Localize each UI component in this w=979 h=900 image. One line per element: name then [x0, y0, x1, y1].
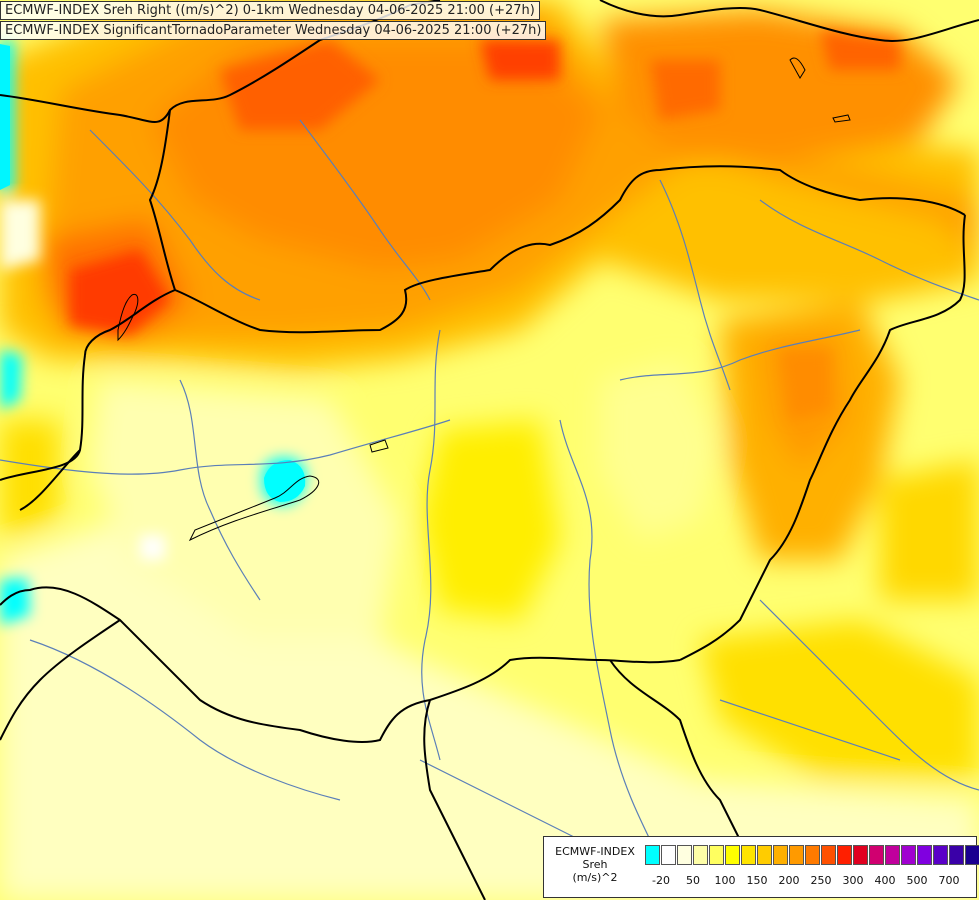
legend-unit: (m/s)^2 [572, 871, 618, 884]
legend-tick-label: 700 [938, 874, 960, 887]
legend-tick-label: 200 [778, 874, 800, 887]
lakes [117, 57, 851, 542]
legend-swatch [693, 845, 708, 865]
legend-swatch [869, 845, 884, 865]
legend-tick-label: 100 [714, 874, 736, 887]
legend-tick-label: 300 [842, 874, 864, 887]
legend-swatch [917, 845, 932, 865]
map-title-stp: ECMWF-INDEX SignificantTornadoParameter … [0, 21, 547, 40]
legend-swatch [949, 845, 964, 865]
legend-model: ECMWF-INDEX [555, 845, 635, 858]
sreh-cyan-core [264, 460, 306, 502]
legend-tick-label: 250 [810, 874, 832, 887]
legend-tick-label: -20 [652, 874, 670, 887]
map-title-sreh: ECMWF-INDEX Sreh Right ((m/s)^2) 0-1km W… [0, 1, 540, 20]
legend-param: Sreh [582, 858, 608, 871]
legend-swatch [901, 845, 916, 865]
legend-swatches [645, 845, 979, 865]
legend-swatch [773, 845, 788, 865]
legend-tick-label: 150 [746, 874, 768, 887]
legend-swatch [885, 845, 900, 865]
legend-swatch [645, 845, 660, 865]
legend-ticks: -20 50 100 150 200 250 300 400 500 700 [645, 874, 965, 888]
legend-swatch [741, 845, 756, 865]
legend-swatch [805, 845, 820, 865]
legend-swatch [661, 845, 676, 865]
legend-swatch [965, 845, 979, 865]
legend-tick-label: 50 [686, 874, 700, 887]
color-legend: ECMWF-INDEX Sreh (m/s)^2 -20 50 100 150 200 2… [543, 836, 979, 898]
legend-tick-label: 400 [874, 874, 896, 887]
legend-swatch [757, 845, 772, 865]
legend-label: ECMWF-INDEX Sreh (m/s)^2 [548, 845, 642, 884]
legend-swatch [853, 845, 868, 865]
legend-swatch [725, 845, 740, 865]
legend-swatch [709, 845, 724, 865]
legend-swatch [933, 845, 948, 865]
legend-swatch [677, 845, 692, 865]
legend-tick-label: 500 [906, 874, 928, 887]
legend-swatch [837, 845, 852, 865]
legend-swatch [821, 845, 836, 865]
legend-swatch [789, 845, 804, 865]
